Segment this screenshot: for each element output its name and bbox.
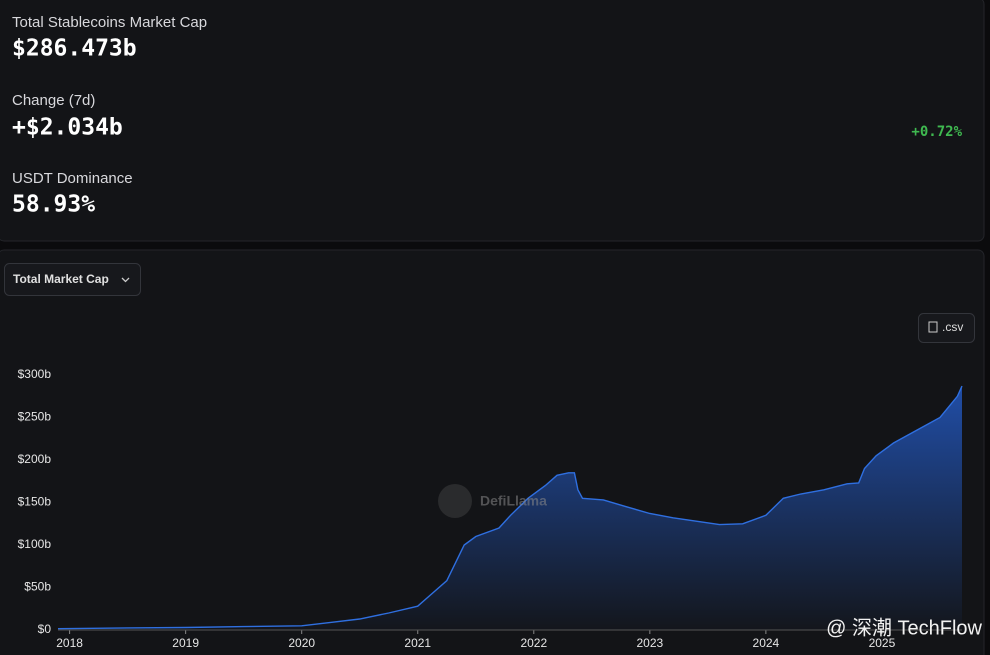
stat-change: +0.72% (911, 124, 962, 140)
stat-value: $286.473b (12, 36, 137, 62)
area (58, 386, 962, 630)
x-tick-label: 2020 (288, 636, 315, 650)
y-tick-label: $0 (38, 622, 52, 636)
y-tick-label: $50b (24, 580, 51, 594)
x-tick-label: 2018 (56, 636, 83, 650)
watermark: DefiLlama (480, 493, 547, 509)
chevron (121, 277, 130, 283)
x-tick-label: 2022 (520, 636, 547, 650)
plot: $0 $50b $100b $150b $200b $250b $300b 2018 2019 2… (18, 367, 963, 650)
y-tick-label: $200b (18, 452, 52, 466)
footer-watermark: @ 深潮 TechFlow (826, 616, 982, 639)
csv-label[interactable]: .csv (942, 320, 963, 334)
dropdown[interactable] (4, 263, 141, 296)
y-tick-label: $250b (18, 410, 52, 424)
y-tick-label: $100b (18, 537, 52, 551)
stats-card (0, 0, 985, 242)
line (57, 385, 963, 630)
stat-label: USDT Dominance (12, 170, 133, 187)
x-tick-label: 2019 (172, 636, 199, 650)
x-tick-label: 2021 (404, 636, 431, 650)
x-tick-label: 2025 (869, 636, 896, 650)
x-tick-label: 2024 (753, 636, 780, 650)
y-tick-label: $150b (18, 495, 52, 509)
csv-button[interactable] (918, 313, 975, 343)
stat-value: 58.93% (12, 192, 95, 218)
stat-value: +$2.034b (12, 115, 123, 141)
stat-label: Change (7d) (12, 92, 95, 109)
watermark-logo (438, 484, 472, 518)
csv-icon (928, 321, 938, 333)
y-tick-label: $300b (18, 367, 52, 381)
x-tick-label: 2023 (636, 636, 663, 650)
stat-label: Total Stablecoins Market Cap (12, 14, 207, 31)
dropdown-label[interactable]: Total Market Cap (13, 272, 109, 286)
